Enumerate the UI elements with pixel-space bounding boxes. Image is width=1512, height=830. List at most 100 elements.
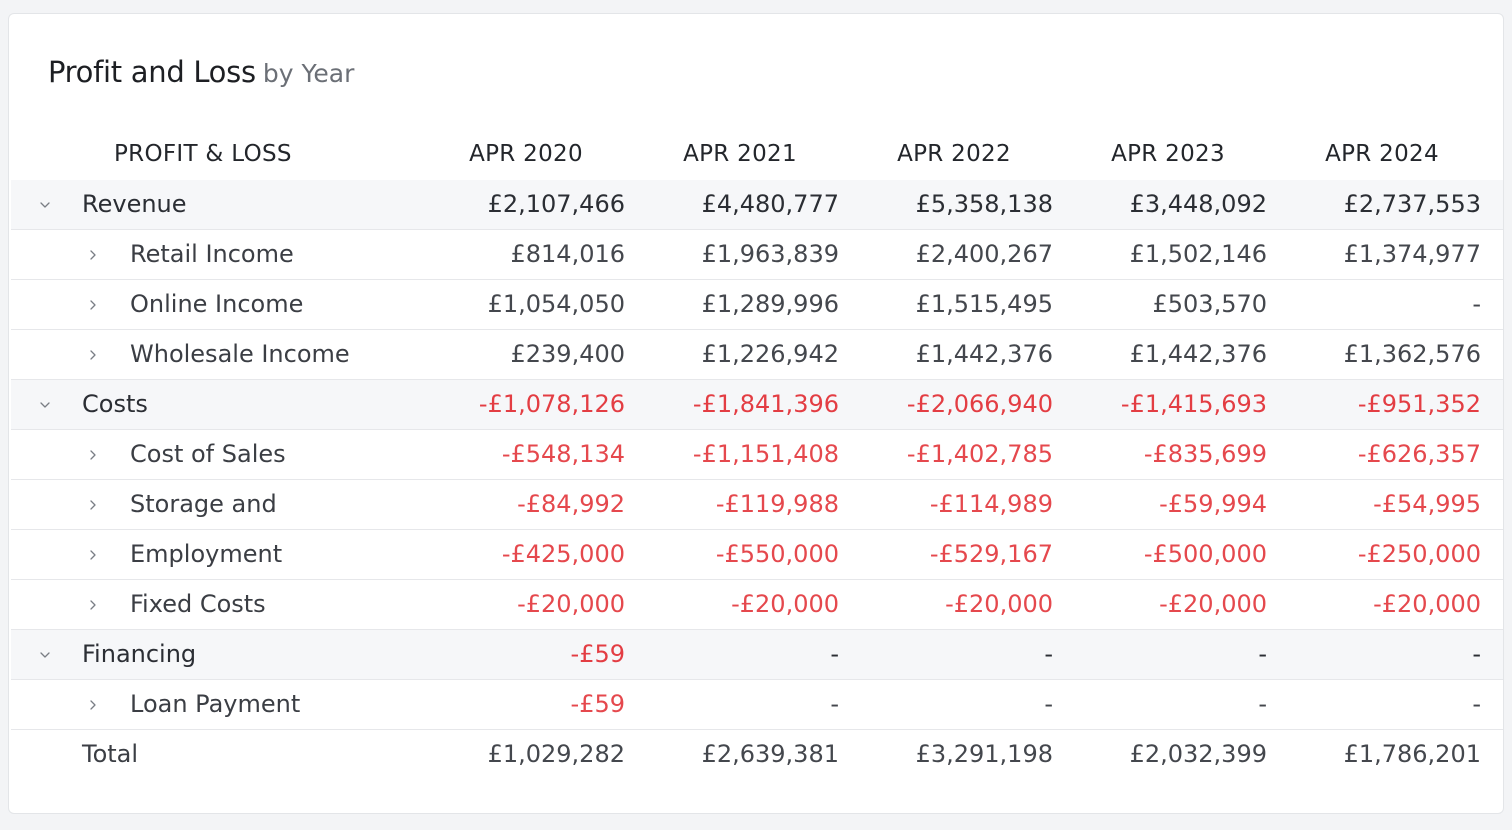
cell-apr-2022: £5,358,138: [915, 190, 1053, 218]
row-label: Employment: [130, 540, 283, 568]
chevron-right-icon[interactable]: [81, 530, 105, 579]
table-row-employment[interactable]: Employment -£425,000 -£550,000 -£529,167 -£5…: [11, 530, 1503, 580]
cell-apr-2020: -£20,000: [517, 590, 625, 618]
chevron-right-icon[interactable]: [81, 330, 105, 379]
cell-apr-2022: £2,400,267: [915, 240, 1053, 268]
cell-apr-2023: £3,448,092: [1129, 190, 1267, 218]
cell-apr-2023: £503,570: [1152, 290, 1267, 318]
cell-apr-2023: £2,032,399: [1129, 740, 1267, 768]
cell-apr-2020: -£59: [570, 640, 625, 668]
cell-apr-2021: -: [830, 640, 839, 668]
table-header: PROFIT & LOSS APR 2020 APR 2021 APR 2022…: [11, 130, 1503, 181]
cell-apr-2024: -£626,357: [1357, 440, 1481, 468]
row-label: Online Income: [130, 290, 304, 318]
chevron-right-icon[interactable]: [81, 680, 105, 729]
chevron-down-icon[interactable]: [33, 180, 57, 229]
chevron-down-icon[interactable]: [33, 380, 57, 429]
cell-apr-2022: -£1,402,785: [906, 440, 1053, 468]
cell-apr-2020: £239,400: [510, 340, 625, 368]
title-sub: by Year: [262, 59, 355, 88]
cell-apr-2024: £1,786,201: [1343, 740, 1481, 768]
cell-apr-2024: £2,737,553: [1343, 190, 1481, 218]
cell-apr-2024: -: [1472, 640, 1481, 668]
row-label: Cost of Sales: [130, 440, 286, 468]
cell-apr-2021: £1,963,839: [701, 240, 839, 268]
column-header-apr-2023[interactable]: APR 2023: [1111, 141, 1225, 167]
cell-apr-2021: -£119,988: [715, 490, 839, 518]
cell-apr-2022: -£529,167: [929, 540, 1053, 568]
cell-apr-2022: -: [1044, 640, 1053, 668]
cell-apr-2023: -: [1258, 690, 1267, 718]
cell-apr-2022: £1,442,376: [915, 340, 1053, 368]
cell-apr-2021: £1,226,942: [701, 340, 839, 368]
cell-apr-2021: £1,289,996: [701, 290, 839, 318]
cell-apr-2022: -£2,066,940: [906, 390, 1053, 418]
cell-apr-2020: -£59: [570, 690, 625, 718]
cell-apr-2023: -£20,000: [1159, 590, 1267, 618]
row-label: Loan Payment: [130, 690, 301, 718]
cell-apr-2022: -: [1044, 690, 1053, 718]
table-row-online-income[interactable]: Online Income £1,054,050 £1,289,996 £1,515,…: [11, 280, 1503, 330]
row-label: Wholesale Income: [130, 340, 350, 368]
title-main: Profit and Loss: [48, 55, 256, 89]
group-row-financing[interactable]: Financing -£59 - - - -: [11, 630, 1503, 680]
chevron-right-icon[interactable]: [81, 580, 105, 629]
column-header-apr-2022[interactable]: APR 2022: [897, 141, 1011, 167]
card-title: Profit and Loss by Year: [48, 54, 354, 95]
cell-apr-2024: -£20,000: [1373, 590, 1481, 618]
cell-apr-2021: -: [830, 690, 839, 718]
column-header-apr-2020[interactable]: APR 2020: [469, 141, 583, 167]
column-header-apr-2021[interactable]: APR 2021: [683, 141, 797, 167]
table-row-loan-payment[interactable]: Loan Payment -£59 - - - -: [11, 680, 1503, 730]
cell-apr-2023: -£835,699: [1143, 440, 1267, 468]
group-row-costs[interactable]: Costs -£1,078,126 -£1,841,396 -£2,066,940 -£…: [11, 380, 1503, 430]
profit-loss-card: Profit and Loss by Year PROFIT & LOSS AP…: [8, 13, 1504, 814]
chevron-right-icon[interactable]: [81, 230, 105, 279]
cell-apr-2023: -: [1258, 640, 1267, 668]
column-header-label[interactable]: PROFIT & LOSS: [114, 141, 292, 167]
cell-apr-2020: -£548,134: [501, 440, 625, 468]
column-header-apr-2024[interactable]: APR 2024: [1325, 141, 1439, 167]
total-row-total: Total £1,029,282 £2,639,381 £3,291,198 £2,03…: [11, 730, 1503, 779]
table-row-fixed-costs[interactable]: Fixed Costs -£20,000 -£20,000 -£20,000 -£20,…: [11, 580, 1503, 630]
cell-apr-2024: -£54,995: [1373, 490, 1481, 518]
table-row-cost-of-sales[interactable]: Cost of Sales -£548,134 -£1,151,408 -£1,402…: [11, 430, 1503, 480]
chevron-right-icon[interactable]: [81, 480, 105, 529]
cell-apr-2023: £1,442,376: [1129, 340, 1267, 368]
cell-apr-2021: -£550,000: [715, 540, 839, 568]
group-row-revenue[interactable]: Revenue £2,107,466 £4,480,777 £5,358,138 £3,…: [11, 180, 1503, 230]
chevron-right-icon[interactable]: [81, 430, 105, 479]
row-label: Costs: [82, 390, 148, 418]
cell-apr-2021: -£1,151,408: [692, 440, 839, 468]
table-row-storage-and[interactable]: Storage and -£84,992 -£119,988 -£114,989 -£5…: [11, 480, 1503, 530]
table-row-retail-income[interactable]: Retail Income £814,016 £1,963,839 £2,400,26…: [11, 230, 1503, 280]
cell-apr-2024: -: [1472, 290, 1481, 318]
chevron-right-icon[interactable]: [81, 280, 105, 329]
cell-apr-2022: £1,515,495: [915, 290, 1053, 318]
row-label: Total: [82, 740, 139, 768]
cell-apr-2021: £4,480,777: [701, 190, 839, 218]
cell-apr-2023: -£59,994: [1159, 490, 1267, 518]
row-label: Retail Income: [130, 240, 294, 268]
cell-apr-2021: -£1,841,396: [692, 390, 839, 418]
cell-apr-2024: -£250,000: [1357, 540, 1481, 568]
row-label: Financing: [82, 640, 197, 668]
cell-apr-2022: -£20,000: [945, 590, 1053, 618]
cell-apr-2022: -£114,989: [929, 490, 1053, 518]
cell-apr-2020: £1,054,050: [487, 290, 625, 318]
cell-apr-2020: £814,016: [510, 240, 625, 268]
cell-apr-2022: £3,291,198: [915, 740, 1053, 768]
table-body: Revenue £2,107,466 £4,480,777 £5,358,138 £3,…: [11, 180, 1503, 779]
cell-apr-2020: £2,107,466: [487, 190, 625, 218]
cell-apr-2023: £1,502,146: [1129, 240, 1267, 268]
table-row-wholesale-income[interactable]: Wholesale Income £239,400 £1,226,942 £1,442…: [11, 330, 1503, 380]
chevron-down-icon[interactable]: [33, 630, 57, 679]
cell-apr-2024: -£951,352: [1357, 390, 1481, 418]
cell-apr-2024: -: [1472, 690, 1481, 718]
cell-apr-2020: £1,029,282: [487, 740, 625, 768]
cell-apr-2020: -£425,000: [501, 540, 625, 568]
cell-apr-2021: £2,639,381: [701, 740, 839, 768]
row-label: Revenue: [82, 190, 187, 218]
cell-apr-2020: -£84,992: [517, 490, 625, 518]
cell-apr-2024: £1,374,977: [1343, 240, 1481, 268]
